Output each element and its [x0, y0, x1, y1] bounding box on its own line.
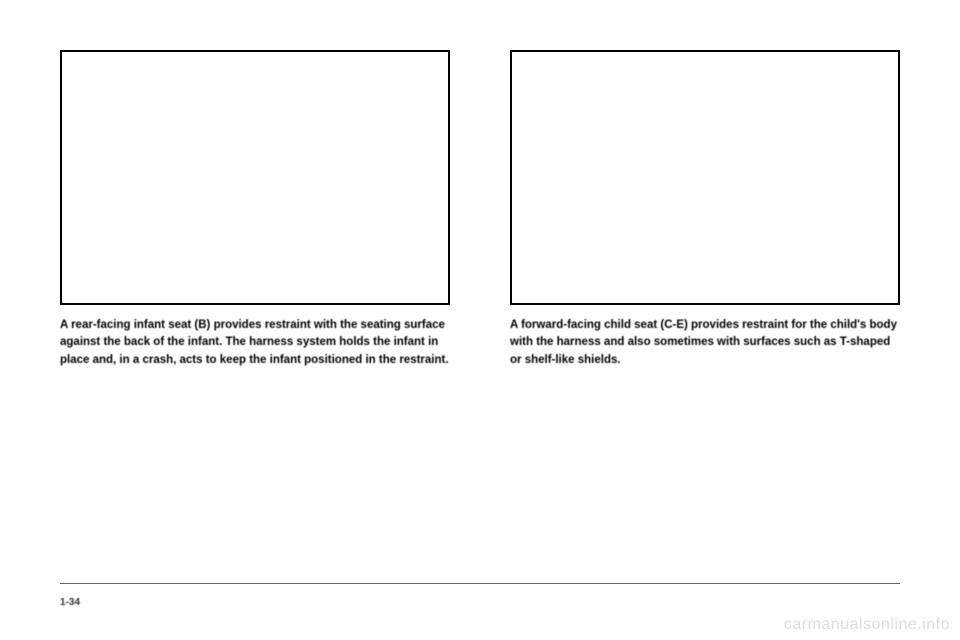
right-column: A forward-facing child seat (C-E) provid…	[510, 50, 900, 369]
left-caption: A rear-facing infant seat (B) provides r…	[60, 317, 450, 369]
left-image-placeholder	[60, 50, 450, 305]
page-number: 1-34	[60, 597, 80, 608]
footer: 1-34	[60, 583, 900, 610]
left-column: A rear-facing infant seat (B) provides r…	[60, 50, 450, 369]
page-content: A rear-facing infant seat (B) provides r…	[0, 0, 960, 369]
right-caption: A forward-facing child seat (C-E) provid…	[510, 317, 900, 369]
watermark: carmanualsonline.info	[784, 616, 950, 634]
right-image-placeholder	[510, 50, 900, 305]
